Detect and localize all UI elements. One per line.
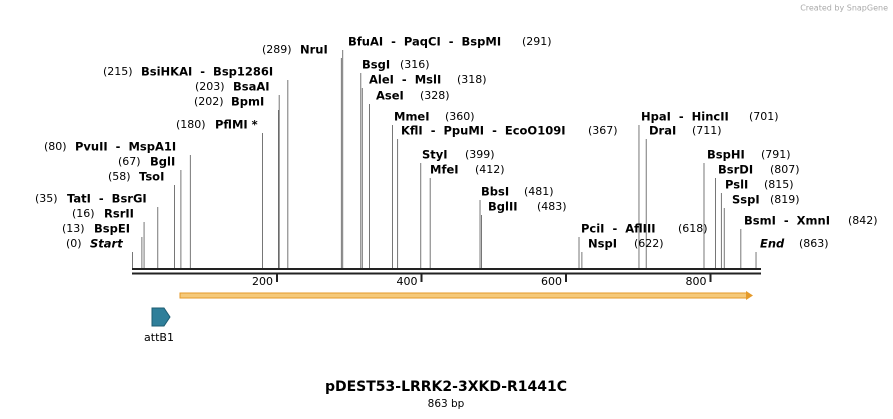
site-position: (58)	[108, 170, 131, 183]
feature-arrow	[179, 292, 749, 299]
site-position: (791)	[761, 148, 791, 161]
site-position: (842)	[848, 214, 878, 227]
tick-label: 800	[686, 275, 707, 288]
site-position: (0)	[66, 237, 82, 250]
site-name: NspI	[588, 237, 617, 251]
site-position: (328)	[420, 89, 450, 102]
site-position: (360)	[445, 110, 475, 123]
site-position: (202)	[194, 95, 224, 108]
site-name: BpmI	[231, 95, 264, 109]
site-name: BglI	[150, 155, 175, 169]
site-position: (807)	[770, 163, 800, 176]
site-name: TatI - BsrGI	[67, 192, 147, 206]
site-name: Start	[90, 237, 123, 251]
site-position: (819)	[770, 193, 800, 206]
tick-label: 400	[397, 275, 418, 288]
site-position: (481)	[524, 185, 554, 198]
site-position: (13)	[62, 222, 85, 235]
site-name: StyI	[422, 148, 448, 162]
credit: Created by SnapGene	[800, 4, 888, 13]
site-name: BbsI	[481, 185, 509, 199]
length: 863 bp	[428, 398, 465, 410]
site-position: (701)	[749, 110, 779, 123]
site-position: (180)	[176, 118, 206, 131]
site-name: BsaAI	[233, 80, 270, 94]
site-name: NruI	[300, 43, 328, 57]
site-position: (289)	[262, 43, 292, 56]
site-name: BfuAI - PaqCI - BspMI	[348, 35, 501, 49]
site-name: KflI - PpuMI - EcoO109I	[401, 124, 566, 138]
site-name: BspHI	[707, 148, 745, 162]
feature-label: attB1	[144, 331, 174, 344]
site-name: SspI	[732, 193, 760, 207]
site-position: (80)	[44, 140, 67, 153]
site-name: BspEI	[94, 222, 130, 236]
site-name: PvuII - MspA1I	[75, 140, 176, 154]
site-position: (815)	[764, 178, 794, 191]
feature-arrow-head	[746, 291, 753, 300]
site-name: BsiHKAI - Bsp1286I	[141, 65, 273, 79]
site-position: (291)	[522, 35, 552, 48]
site-name: DraI	[649, 124, 676, 138]
site-name: BsrDI	[718, 163, 753, 177]
site-position: (618)	[678, 222, 708, 235]
site-position: (215)	[103, 65, 133, 78]
site-position: (711)	[692, 124, 722, 137]
site-position: (622)	[634, 237, 664, 250]
site-position: (318)	[457, 73, 487, 86]
site-position: (399)	[465, 148, 495, 161]
attb1-arrow	[151, 307, 171, 327]
site-name: PflMI *	[215, 118, 258, 132]
site-position: (35)	[35, 192, 58, 205]
site-name: MfeI	[430, 163, 459, 177]
title: pDEST53-LRRK2-3XKD-R1441C	[325, 379, 567, 395]
site-name: BsgI	[362, 58, 390, 72]
site-position: (67)	[118, 155, 141, 168]
site-name: HpaI - HincII	[641, 110, 729, 124]
site-name: BglII	[488, 200, 518, 214]
site-name: End	[760, 237, 785, 251]
tick-label: 600	[541, 275, 562, 288]
site-position: (863)	[799, 237, 829, 250]
site-position: (412)	[475, 163, 505, 176]
tick-label: 200	[252, 275, 273, 288]
site-name: MmeI	[394, 110, 430, 124]
site-position: (483)	[537, 200, 567, 213]
site-name: PciI - AflIII	[581, 222, 656, 236]
site-name: AleI - MslI	[369, 73, 441, 87]
site-position: (203)	[195, 80, 225, 93]
site-position: (367)	[588, 124, 618, 137]
site-name: AseI	[376, 89, 404, 103]
site-position: (16)	[72, 207, 95, 220]
site-name: TsoI	[139, 170, 164, 184]
site-name: BsmI - XmnI	[744, 214, 830, 228]
site-name: PslI	[725, 178, 748, 192]
site-name: RsrII	[104, 207, 134, 221]
site-position: (316)	[400, 58, 430, 71]
